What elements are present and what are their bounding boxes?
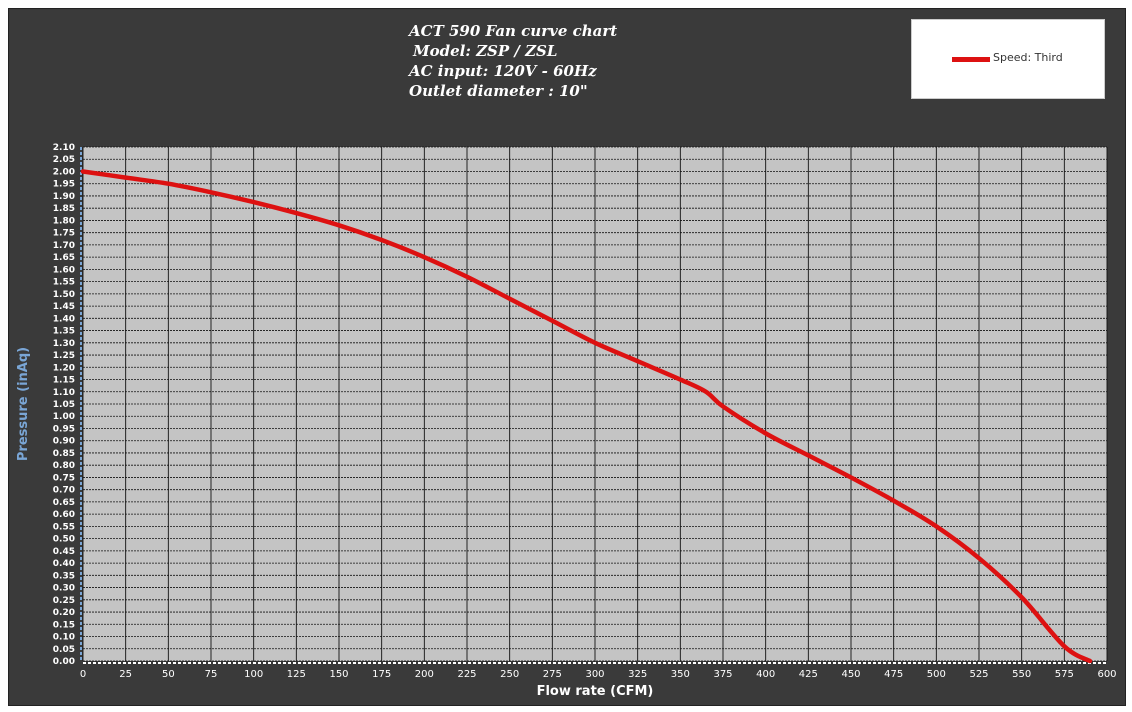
- x-tick-label: 600: [1097, 669, 1116, 680]
- x-tick-label: 500: [927, 669, 946, 680]
- y-tick-label: 0.35: [53, 571, 75, 581]
- x-tick-label: 475: [884, 669, 903, 680]
- x-tick-label: 400: [756, 669, 775, 680]
- y-tick-label: 0.70: [53, 486, 75, 496]
- x-tick-label: 575: [1055, 669, 1074, 680]
- y-tick-label: 0.95: [53, 424, 75, 434]
- x-tick-label: 75: [205, 669, 218, 680]
- y-tick-label: 1.45: [53, 302, 75, 312]
- y-tick-label: 1.75: [53, 229, 75, 239]
- x-tick-label: 350: [671, 669, 690, 680]
- y-tick-label: 1.65: [53, 253, 75, 263]
- subtitle-outlet: Outlet diameter : 10": [409, 82, 588, 100]
- legend: Speed: Third: [911, 19, 1105, 99]
- y-tick-label: 0.50: [53, 535, 75, 545]
- y-tick-label: 1.85: [53, 204, 75, 214]
- y-tick-label: 0.25: [53, 596, 75, 606]
- legend-label: Speed: Third: [993, 51, 1063, 64]
- x-tick-label: 550: [1012, 669, 1031, 680]
- y-tick-label: 1.00: [53, 412, 75, 422]
- subtitle-ac-input: AC input: 120V - 60Hz: [409, 62, 597, 80]
- x-tick-label: 25: [119, 669, 132, 680]
- series-layer: [80, 169, 1093, 664]
- x-tick-label: 375: [713, 669, 732, 680]
- y-tick-label: 2.00: [53, 167, 75, 177]
- y-tick-label: 1.70: [53, 241, 75, 251]
- x-tick-label: 0: [80, 669, 86, 680]
- y-tick-label: 1.80: [53, 216, 75, 226]
- x-axis-ticks: 0 25 50 75 100 125 150 175 200 225 250 275 300 325 350…: [80, 669, 1117, 680]
- x-tick-label: 325: [628, 669, 647, 680]
- y-tick-label: 0.10: [53, 633, 75, 643]
- x-tick-label: 50: [162, 669, 175, 680]
- y-tick-label: 1.60: [53, 265, 75, 275]
- x-tick-label: 100: [244, 669, 263, 680]
- y-axis-ticks: 0.00 0.05 0.10 0.15 0.20 0.25 0.30 0.35 0.40 0.45…: [53, 143, 75, 667]
- y-tick-label: 1.55: [53, 278, 75, 288]
- series-line-speed-third: [80, 169, 1093, 664]
- chart-frame: 0.00 0.05 0.10 0.15 0.20 0.25 0.30 0.35 0.40 0.45…: [8, 8, 1126, 706]
- x-tick-label: 125: [287, 669, 306, 680]
- y-tick-label: 1.15: [53, 376, 75, 386]
- y-tick-label: 0.30: [53, 584, 75, 594]
- y-tick-label: 0.40: [53, 559, 75, 569]
- x-tick-label: 175: [372, 669, 391, 680]
- y-tick-label: 1.10: [53, 388, 75, 398]
- title-line: ACT 590 Fan curve chart: [409, 22, 618, 40]
- y-tick-label: 0.20: [53, 608, 75, 618]
- x-axis-title: Flow rate (CFM): [537, 684, 654, 699]
- y-tick-label: 0.05: [53, 645, 75, 655]
- y-tick-label: 0.80: [53, 461, 75, 471]
- x-tick-label: 275: [543, 669, 562, 680]
- subtitle-model: Model: ZSP / ZSL: [413, 42, 558, 60]
- y-tick-label: 1.25: [53, 351, 75, 361]
- y-tick-label: 0.60: [53, 510, 75, 520]
- y-tick-label: 1.35: [53, 327, 75, 337]
- y-tick-label: 1.05: [53, 400, 75, 410]
- x-tick-label: 525: [969, 669, 988, 680]
- chart-svg: 0.00 0.05 0.10 0.15 0.20 0.25 0.30 0.35 0.40 0.45…: [16, 143, 1117, 699]
- y-tick-label: 1.50: [53, 290, 75, 300]
- y-tick-label: 0.65: [53, 498, 75, 508]
- chart-title: ACT 590 Fan curve chart Model: ZSP / ZSL…: [409, 21, 749, 101]
- y-tick-label: 1.40: [53, 314, 75, 324]
- y-tick-label: 1.20: [53, 363, 75, 373]
- y-tick-label: 0.00: [53, 657, 75, 667]
- grid-lines: [80, 146, 1108, 664]
- y-tick-label: 1.30: [53, 339, 75, 349]
- y-tick-label: 0.15: [53, 620, 75, 630]
- x-tick-label: 150: [329, 669, 348, 680]
- y-tick-label: 2.05: [53, 155, 75, 165]
- legend-swatch: [952, 57, 990, 62]
- x-tick-label: 300: [585, 669, 604, 680]
- x-tick-label: 250: [500, 669, 519, 680]
- x-tick-label: 225: [457, 669, 476, 680]
- x-tick-label: 200: [415, 669, 434, 680]
- y-tick-label: 0.55: [53, 522, 75, 532]
- y-axis-title: Pressure (inAq): [16, 347, 31, 461]
- y-tick-label: 0.90: [53, 437, 75, 447]
- y-tick-label: 0.45: [53, 547, 75, 557]
- y-tick-label: 0.75: [53, 473, 75, 483]
- y-tick-label: 1.90: [53, 192, 75, 202]
- y-tick-label: 1.95: [53, 180, 75, 190]
- y-tick-label: 2.10: [53, 143, 75, 153]
- x-tick-label: 425: [799, 669, 818, 680]
- x-tick-label: 450: [841, 669, 860, 680]
- y-tick-label: 0.85: [53, 449, 75, 459]
